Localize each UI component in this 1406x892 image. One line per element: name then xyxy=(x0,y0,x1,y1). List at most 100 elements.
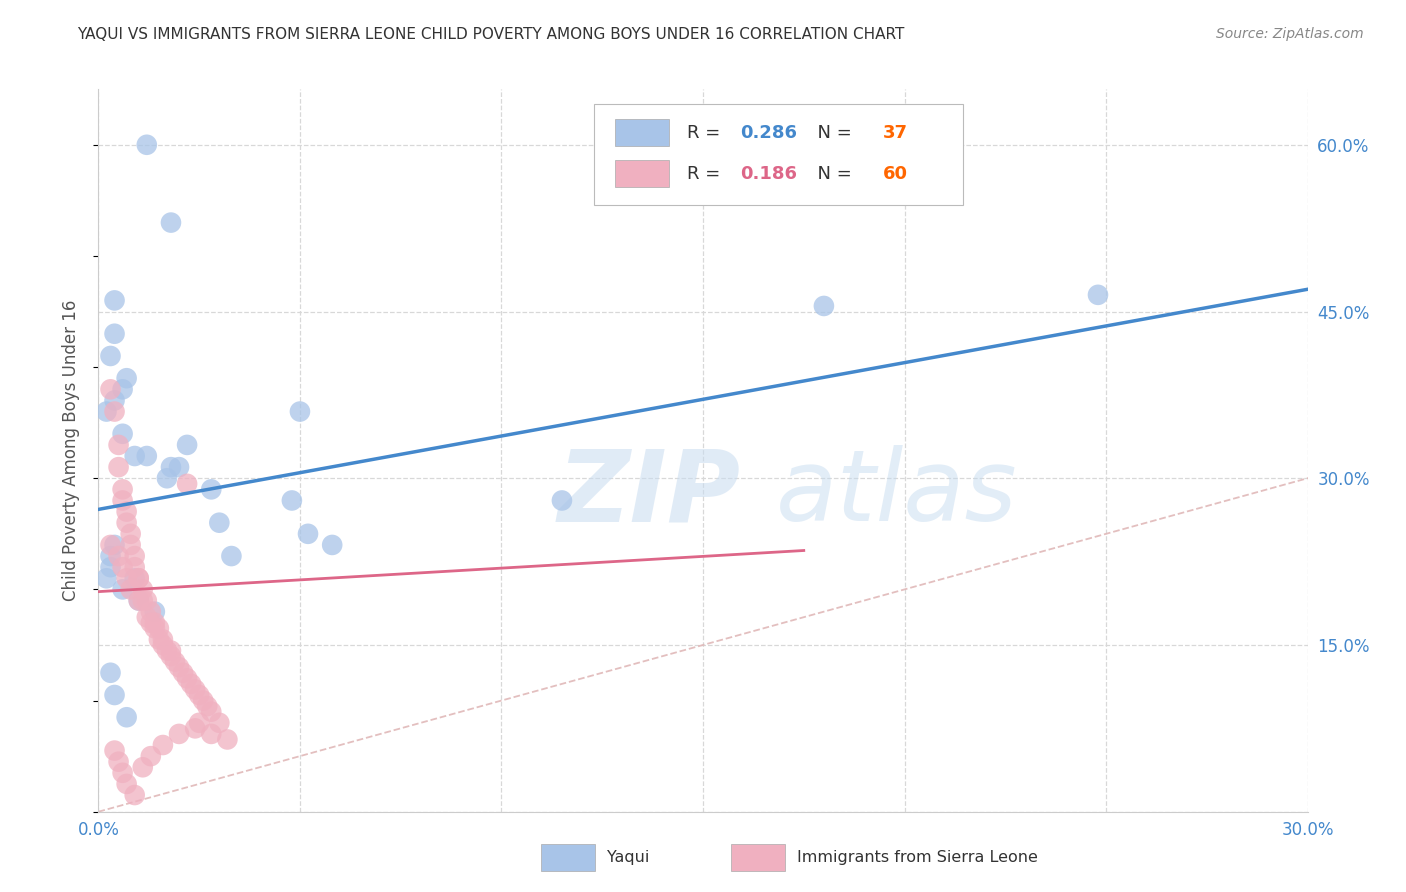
Point xyxy=(100,349,122,363)
Point xyxy=(135,137,157,152)
Point xyxy=(813,299,835,313)
Point xyxy=(111,382,134,396)
Point xyxy=(124,560,146,574)
Point xyxy=(148,621,170,635)
Point xyxy=(195,699,218,714)
Point xyxy=(132,582,155,597)
Point xyxy=(172,665,194,680)
Point xyxy=(176,671,198,685)
Text: ZIP: ZIP xyxy=(558,445,741,542)
Text: N =: N = xyxy=(806,124,858,142)
Text: 0.186: 0.186 xyxy=(741,165,797,183)
Point xyxy=(115,516,138,530)
Point xyxy=(200,705,222,719)
Point xyxy=(156,643,179,657)
Text: Yaqui: Yaqui xyxy=(607,850,650,864)
Text: 37: 37 xyxy=(883,124,908,142)
Point xyxy=(103,393,125,408)
Point xyxy=(115,777,138,791)
Point xyxy=(107,438,129,452)
Point xyxy=(200,727,222,741)
Point xyxy=(184,722,207,736)
Point xyxy=(135,449,157,463)
Point xyxy=(176,438,198,452)
Point xyxy=(184,682,207,697)
Point xyxy=(124,571,146,585)
Point xyxy=(200,483,222,497)
Point xyxy=(128,593,150,607)
Point xyxy=(180,677,202,691)
Point xyxy=(107,460,129,475)
FancyBboxPatch shape xyxy=(731,844,785,871)
Point xyxy=(128,571,150,585)
Point xyxy=(208,516,231,530)
Point xyxy=(124,788,146,802)
Point xyxy=(217,732,239,747)
Point xyxy=(148,632,170,647)
Point xyxy=(281,493,304,508)
Point xyxy=(208,715,231,730)
Point xyxy=(103,688,125,702)
Point xyxy=(160,649,183,664)
Point xyxy=(188,688,211,702)
Point xyxy=(221,549,243,563)
Point xyxy=(163,655,186,669)
Point xyxy=(160,216,183,230)
Point xyxy=(297,526,319,541)
FancyBboxPatch shape xyxy=(541,844,595,871)
Point xyxy=(139,615,162,630)
Point xyxy=(120,538,142,552)
Text: R =: R = xyxy=(688,124,727,142)
Point xyxy=(551,493,574,508)
Text: 60: 60 xyxy=(883,165,908,183)
Point xyxy=(143,615,166,630)
Point xyxy=(128,571,150,585)
Point xyxy=(111,493,134,508)
Point xyxy=(139,605,162,619)
Point xyxy=(96,571,118,585)
Point xyxy=(139,749,162,764)
FancyBboxPatch shape xyxy=(614,119,669,146)
Point xyxy=(132,760,155,774)
Point xyxy=(152,632,174,647)
Point xyxy=(100,665,122,680)
Point xyxy=(124,449,146,463)
Point xyxy=(176,476,198,491)
Point xyxy=(167,460,190,475)
Text: N =: N = xyxy=(806,165,858,183)
Point xyxy=(111,765,134,780)
Point xyxy=(111,426,134,441)
Text: 0.286: 0.286 xyxy=(741,124,797,142)
Point xyxy=(167,660,190,674)
Point xyxy=(135,593,157,607)
Point xyxy=(1087,288,1109,302)
Point xyxy=(100,549,122,563)
Point xyxy=(103,743,125,757)
Point xyxy=(152,738,174,752)
Point xyxy=(107,755,129,769)
Point xyxy=(103,326,125,341)
Point xyxy=(115,710,138,724)
Point xyxy=(143,621,166,635)
Text: R =: R = xyxy=(688,165,727,183)
Point xyxy=(100,382,122,396)
Point xyxy=(100,538,122,552)
Point xyxy=(128,593,150,607)
Point xyxy=(100,560,122,574)
Point xyxy=(167,727,190,741)
Text: Source: ZipAtlas.com: Source: ZipAtlas.com xyxy=(1216,27,1364,41)
Text: Immigrants from Sierra Leone: Immigrants from Sierra Leone xyxy=(797,850,1038,864)
Point xyxy=(135,610,157,624)
Point xyxy=(115,371,138,385)
Point xyxy=(124,549,146,563)
Point xyxy=(160,460,183,475)
FancyBboxPatch shape xyxy=(595,103,963,205)
Point xyxy=(120,582,142,597)
Point xyxy=(152,638,174,652)
Point xyxy=(193,693,215,707)
Point xyxy=(103,293,125,308)
Point xyxy=(96,404,118,418)
Point xyxy=(143,605,166,619)
Point xyxy=(103,538,125,552)
Point xyxy=(111,582,134,597)
